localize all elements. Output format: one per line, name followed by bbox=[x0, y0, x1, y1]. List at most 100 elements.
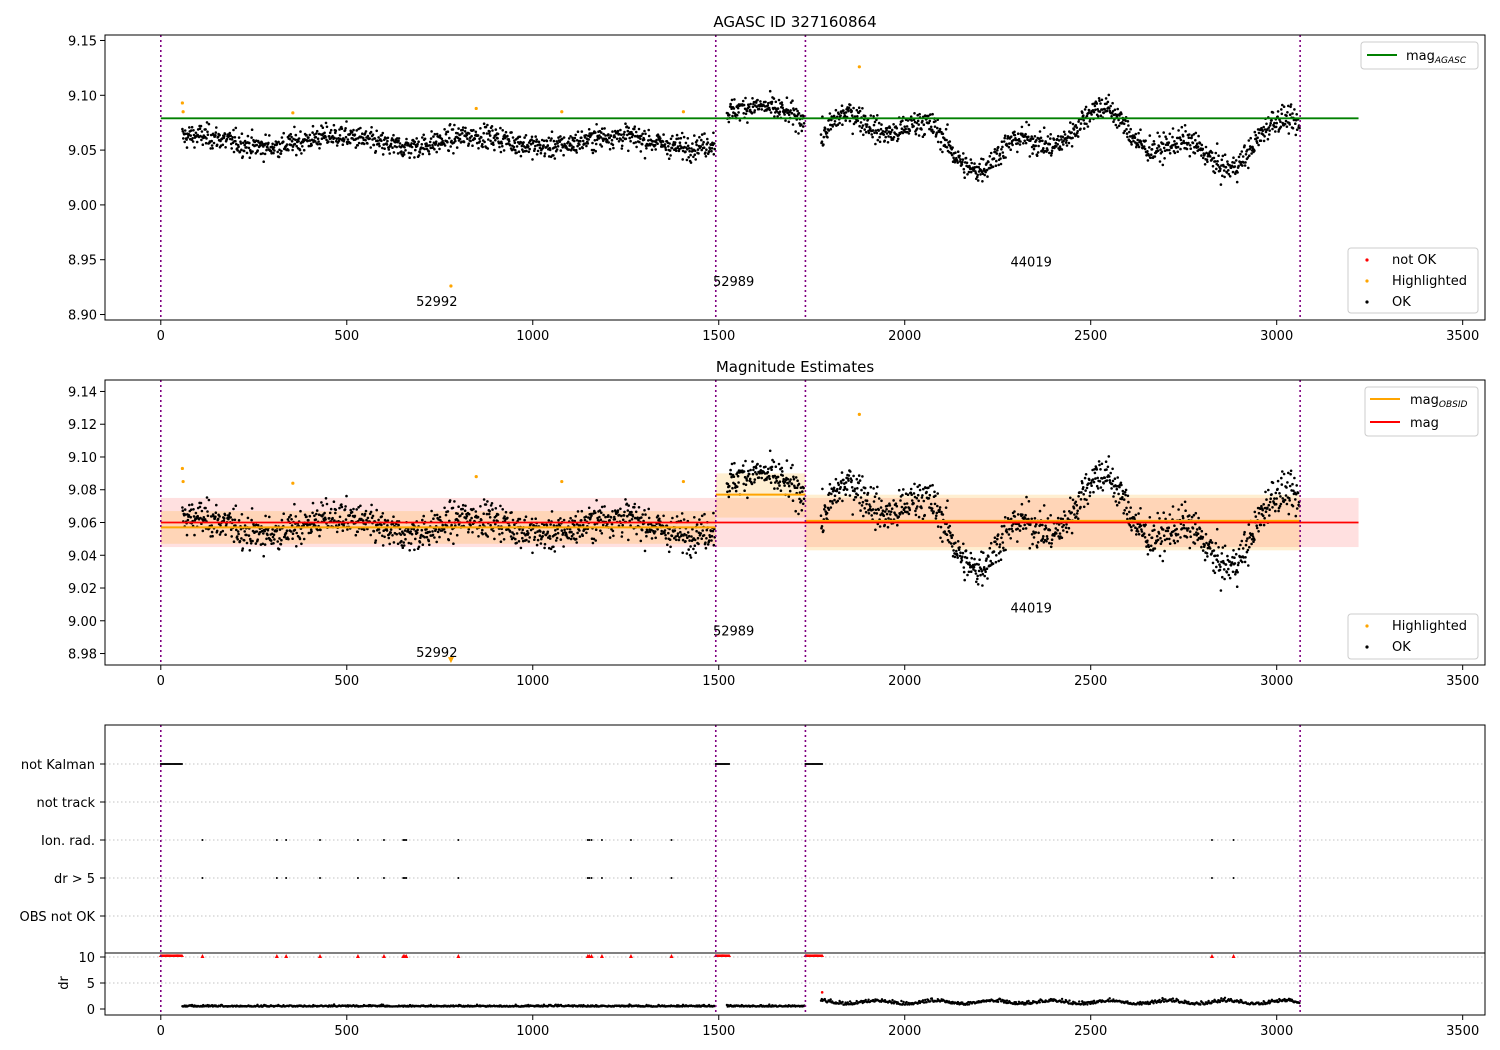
ok-point bbox=[599, 518, 603, 521]
ok-point bbox=[794, 130, 797, 133]
ok-point bbox=[1085, 122, 1088, 126]
ok-point bbox=[887, 510, 891, 513]
ok-point bbox=[693, 544, 697, 547]
ok-point bbox=[847, 109, 850, 113]
ok-point bbox=[731, 114, 734, 118]
ok-point bbox=[1076, 130, 1079, 133]
ok-point bbox=[610, 138, 614, 142]
ok-point bbox=[1282, 472, 1286, 476]
ok-point bbox=[1159, 148, 1162, 151]
ok-point bbox=[873, 131, 876, 135]
ok-point bbox=[939, 148, 942, 151]
ok-point bbox=[1044, 526, 1048, 530]
ok-point bbox=[840, 481, 843, 485]
ok-point bbox=[1035, 139, 1038, 142]
ok-point bbox=[1189, 535, 1192, 538]
ok-point bbox=[656, 528, 659, 531]
ok-point bbox=[789, 101, 793, 104]
y-tick-label: 9.14 bbox=[68, 385, 97, 400]
ok-point bbox=[607, 514, 610, 517]
ok-point bbox=[1069, 121, 1072, 124]
ok-point bbox=[640, 134, 643, 138]
ok-point bbox=[485, 512, 489, 516]
ok-point bbox=[401, 546, 405, 549]
ok-point bbox=[1158, 160, 1162, 163]
ok-point bbox=[403, 533, 406, 536]
ok-point bbox=[879, 506, 883, 509]
ok-point bbox=[181, 130, 185, 133]
ok-point bbox=[568, 528, 572, 531]
ok-point bbox=[1016, 150, 1019, 154]
ok-point bbox=[869, 114, 873, 117]
ok-point bbox=[514, 148, 517, 152]
ok-point bbox=[619, 507, 622, 511]
ok-point bbox=[1266, 506, 1269, 510]
ok-point bbox=[695, 143, 698, 147]
ok-point bbox=[1117, 118, 1120, 122]
ok-point bbox=[1021, 513, 1024, 516]
ok-point bbox=[293, 528, 297, 532]
ok-point bbox=[352, 507, 355, 511]
ok-point bbox=[1067, 526, 1071, 530]
ok-point bbox=[535, 138, 538, 141]
ok-point bbox=[1215, 142, 1219, 145]
ok-point bbox=[315, 509, 319, 512]
panel2-legend-lower: Highlighted OK bbox=[1347, 613, 1479, 660]
ok-point bbox=[276, 540, 280, 543]
ok-point bbox=[927, 497, 931, 500]
ok-point bbox=[1148, 516, 1152, 519]
ok-point bbox=[1194, 131, 1198, 135]
ok-point bbox=[797, 112, 801, 115]
ok-point bbox=[963, 176, 966, 179]
ok-point bbox=[228, 131, 232, 135]
ok-point bbox=[528, 147, 531, 151]
ok-point bbox=[663, 529, 667, 532]
ok-point bbox=[1294, 122, 1297, 125]
ok-point bbox=[1271, 506, 1274, 509]
ok-point bbox=[1295, 507, 1299, 510]
ok-point bbox=[1248, 154, 1251, 157]
ok-point bbox=[291, 148, 294, 152]
ok-point bbox=[290, 139, 294, 143]
ok-point bbox=[1201, 549, 1205, 552]
ok-point bbox=[1065, 139, 1068, 142]
ok-point bbox=[631, 515, 635, 518]
ok-point bbox=[865, 123, 869, 126]
ok-point bbox=[1203, 543, 1206, 547]
ok-point bbox=[300, 152, 303, 155]
ok-point bbox=[976, 583, 980, 586]
ok-point bbox=[289, 513, 293, 517]
ok-point bbox=[1256, 136, 1259, 139]
panel2-legend-upper: magOBSID mag bbox=[1364, 386, 1479, 437]
ok-point bbox=[1030, 517, 1033, 521]
ok-point bbox=[1228, 164, 1231, 167]
ok-point bbox=[1197, 134, 1200, 138]
ok-point bbox=[1286, 481, 1289, 484]
ok-point bbox=[865, 502, 868, 506]
ok-point bbox=[388, 152, 392, 155]
ok-point bbox=[752, 468, 755, 472]
ok-point bbox=[967, 170, 971, 174]
panel1-legend-lower: not OK Highlighted OK bbox=[1347, 247, 1479, 314]
ok-point bbox=[881, 509, 885, 512]
ok-point bbox=[946, 538, 950, 542]
ok-point bbox=[583, 518, 587, 522]
ok-point bbox=[364, 509, 368, 513]
ok-point bbox=[590, 133, 593, 136]
ok-point bbox=[988, 155, 992, 158]
ok-point bbox=[1158, 135, 1161, 138]
ok-point bbox=[303, 513, 307, 517]
ok-point bbox=[481, 532, 485, 536]
ok-point bbox=[456, 512, 459, 515]
ok-point bbox=[489, 139, 492, 143]
ok-point bbox=[1178, 136, 1182, 139]
ok-point bbox=[1194, 511, 1198, 515]
ok-point bbox=[1233, 165, 1237, 168]
ok-point bbox=[1163, 157, 1166, 160]
ok-point bbox=[1130, 143, 1133, 146]
ok-point bbox=[313, 514, 316, 517]
y-tick-label: 9.04 bbox=[68, 549, 97, 564]
ok-point bbox=[621, 518, 625, 522]
ok-point bbox=[487, 132, 491, 135]
